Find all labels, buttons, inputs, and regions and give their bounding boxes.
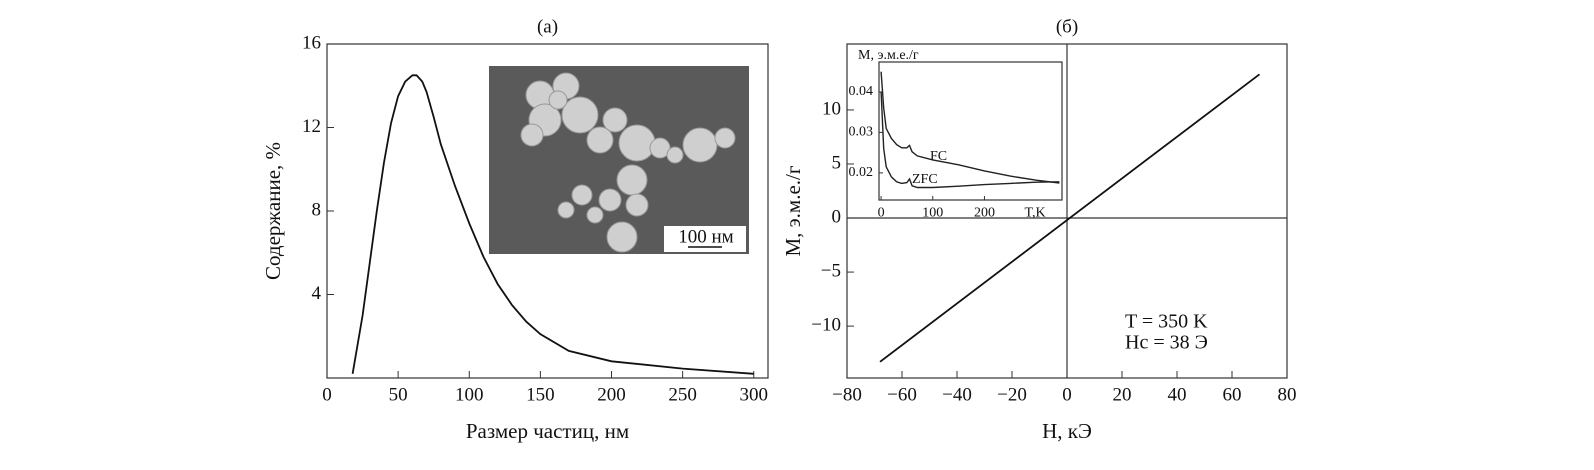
x-tick-label: 20 <box>1113 384 1132 405</box>
y-tick-label: 0.03 <box>849 125 874 140</box>
y-tick-label: 16 <box>302 32 321 53</box>
sem-image <box>489 66 749 254</box>
y-tick-label: 0.02 <box>849 165 874 180</box>
x-tick-label: 80 <box>1278 384 1297 405</box>
y-tick-label: 12 <box>302 116 321 137</box>
y-axis-label: M, э.м.е./г <box>781 165 805 256</box>
plot-frame <box>878 61 1063 201</box>
x-axis-label: H, кЭ <box>1042 419 1092 443</box>
data-line <box>880 91 1060 189</box>
x-tick-label: 200 <box>597 384 626 405</box>
x-tick-label: 100 <box>455 384 484 405</box>
x-tick-label: −80 <box>832 384 862 405</box>
y-tick-label: 0.04 <box>849 84 874 99</box>
chart-title: (а) <box>537 16 558 37</box>
x-tick-label: −60 <box>887 384 917 405</box>
x-tick-label: −40 <box>942 384 972 405</box>
chart-title: (б) <box>1056 16 1078 37</box>
y-tick-label: −10 <box>811 314 841 335</box>
annotation: Hc = 38 Э <box>1125 332 1208 354</box>
y-tick-label: 5 <box>832 152 842 173</box>
y-tick-label: 10 <box>822 98 841 119</box>
y-tick-label: 4 <box>312 283 322 304</box>
x-tick-label: 300 <box>740 384 769 405</box>
x-tick-label: 60 <box>1223 384 1242 405</box>
x-tick-label: 0 <box>1062 384 1072 405</box>
data-line <box>879 73 1261 363</box>
sem-particles <box>520 72 736 253</box>
x-tick-label: 40 <box>1168 384 1187 405</box>
x-axis-label: T,K <box>1024 206 1045 221</box>
annotation: T = 350 K <box>1125 311 1208 333</box>
scale-label: 100 нм <box>678 226 733 247</box>
series-label: FC <box>930 149 947 164</box>
y-tick-label: −5 <box>821 260 841 281</box>
y-axis-label: Содержание, % <box>261 142 285 280</box>
x-tick-label: 100 <box>922 206 943 221</box>
series-label: ZFC <box>912 172 938 187</box>
x-tick-label: 150 <box>526 384 555 405</box>
x-tick-label: −20 <box>997 384 1027 405</box>
y-axis-label: M, э.м.е./г <box>858 48 919 63</box>
y-tick-label: 8 <box>312 199 322 220</box>
x-tick-label: 250 <box>668 384 697 405</box>
x-axis-label: Размер частиц, нм <box>466 419 629 443</box>
y-tick-label: 0 <box>832 206 842 227</box>
data-line <box>880 71 1060 184</box>
x-tick-label: 50 <box>389 384 408 405</box>
x-tick-label: 200 <box>974 206 995 221</box>
x-tick-label: 0 <box>878 206 885 221</box>
data-line <box>351 74 754 375</box>
x-tick-label: 0 <box>322 384 332 405</box>
